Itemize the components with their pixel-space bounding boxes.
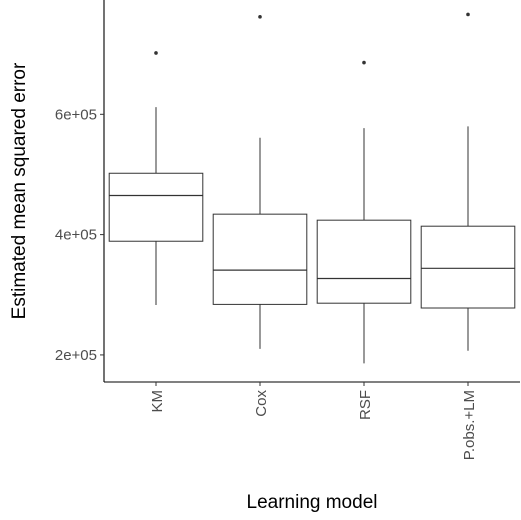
outlier-point xyxy=(466,12,470,17)
box-p-obs-lm xyxy=(420,12,516,351)
box-cox xyxy=(212,15,308,349)
axes-layer xyxy=(103,0,520,383)
x-tick-label: P.obs.+LM xyxy=(461,390,478,460)
box-km xyxy=(108,51,204,305)
y-tick-label: 2e+05 xyxy=(55,347,97,364)
y-tick-label: 4e+05 xyxy=(55,227,97,244)
x-tick-label: Cox xyxy=(253,390,270,417)
outlier-point xyxy=(362,60,366,65)
box-iqr xyxy=(420,225,516,309)
box-iqr xyxy=(316,219,412,304)
y-tick-label: 6e+05 xyxy=(55,106,97,123)
boxes-layer xyxy=(108,12,516,364)
box-rsf xyxy=(316,60,412,364)
outlier-point xyxy=(154,51,158,55)
box-iqr xyxy=(108,172,204,242)
y-ticks: 2e+05 4e+05 6e+05 xyxy=(55,106,104,364)
y-axis-title: Estimated mean squared error xyxy=(9,62,30,319)
box-iqr xyxy=(212,213,308,305)
x-ticks: KM Cox RSF P.obs.+LM xyxy=(149,382,478,460)
x-tick-label: RSF xyxy=(357,390,374,420)
x-tick-label: KM xyxy=(149,390,166,413)
x-axis-title: Learning model xyxy=(247,492,378,513)
outlier-point xyxy=(258,15,262,19)
